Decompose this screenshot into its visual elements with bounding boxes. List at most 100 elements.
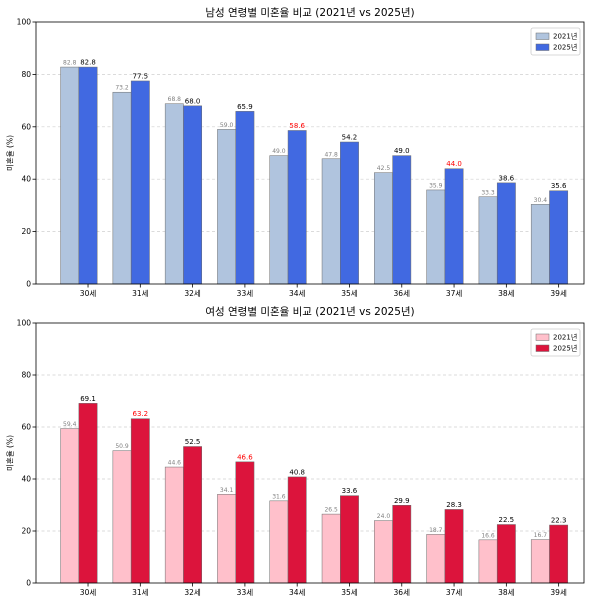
bar-value-label: 18.7 [429, 527, 443, 534]
bar-value-label: 52.5 [185, 438, 201, 446]
x-tick-label: 36세 [394, 289, 411, 298]
y-tick-label: 0 [26, 280, 31, 289]
bar-value-label: 73.2 [115, 85, 129, 92]
series-2021-value-labels: 82.8 73.2 68.8 59.0 49.0 47.8 42.5 35.9 33.3 30.4 [63, 60, 547, 204]
y-tick-label: 0 [26, 579, 31, 588]
y-tick-label: 40 [21, 175, 31, 184]
bar-2021 [374, 520, 393, 584]
bar-value-label: 65.9 [237, 103, 253, 111]
plot-frame [35, 322, 585, 584]
legend-swatch [535, 43, 550, 51]
bar-2025 [130, 80, 150, 285]
bar-value-label: 34.1 [220, 487, 234, 494]
y-axis-label: 미혼율 (%) [5, 135, 15, 171]
bar-value-label: 49.0 [394, 147, 410, 155]
bar-2025 [549, 524, 569, 584]
y-tick-label: 20 [21, 227, 31, 236]
x-tick-label: 37세 [446, 289, 463, 298]
y-axis: 0 20 40 60 80 100 [17, 319, 36, 588]
x-tick-label: 33세 [237, 289, 254, 298]
bar-2021 [530, 204, 550, 285]
bar-2021 [426, 189, 446, 285]
bar-2025 [130, 418, 150, 584]
bar-2021 [164, 103, 184, 285]
bar-2021 [321, 158, 341, 285]
bar-2021 [112, 450, 132, 584]
x-tick-label: 36세 [394, 588, 411, 597]
bar-2025 [549, 190, 569, 285]
legend-label: 2021년 [553, 332, 577, 341]
bar-value-label: 29.9 [394, 497, 410, 505]
x-tick-label: 30세 [80, 289, 97, 298]
x-tick-label: 38세 [498, 289, 515, 298]
series-2025-bars [78, 66, 569, 285]
bar-value-label: 22.5 [499, 516, 515, 524]
bar-2021 [478, 196, 498, 285]
bar-value-label: 63.2 [133, 410, 149, 418]
series-2025-bars [78, 403, 569, 584]
bar-value-label: 54.2 [342, 133, 358, 141]
bar-value-label: 30.4 [534, 197, 548, 204]
bar-2025 [496, 182, 516, 285]
bar-2025 [183, 446, 203, 584]
bar-value-label: 16.6 [481, 532, 495, 539]
series-2021-value-labels: 59.4 50.9 44.6 34.1 31.6 26.5 24.0 18.7 16.6 16.7 [63, 421, 547, 539]
bar-2021 [60, 428, 80, 584]
bar-value-label: 69.1 [80, 395, 96, 403]
x-axis: 30세 31세 32세 33세 34세 35세 36세 37세 38세 39세 [80, 284, 567, 298]
bar-value-label: 35.6 [551, 182, 567, 190]
bar-value-label: 31.6 [272, 493, 286, 500]
bar-value-label: 35.9 [429, 182, 443, 189]
bar-2025 [78, 403, 98, 584]
legend: 2021년 2025년 [530, 328, 581, 357]
bar-2021 [60, 66, 80, 285]
bar-2025 [340, 141, 359, 285]
x-tick-label: 31세 [132, 289, 149, 298]
chart-title: 남성 연령별 미혼율 비교 (2021년 vs 2025년) [205, 6, 414, 19]
legend-label: 2025년 [553, 343, 577, 352]
bar-2021 [478, 539, 498, 584]
bar-value-label: 59.4 [63, 421, 77, 428]
male-unmarried-rate-chart: 82.8 73.2 68.8 59.0 49.0 47.8 42.5 35.9 33.3 30.4… [5, 6, 585, 298]
y-tick-label: 100 [17, 319, 32, 328]
y-axis-label: 미혼율 (%) [5, 435, 15, 471]
bar-value-label: 40.8 [289, 468, 305, 476]
bar-value-label: 50.9 [115, 443, 129, 450]
series-2025-value-labels: 69.1 63.2 52.5 46.6 40.8 33.6 29.9 28.3 22.5 22.3 [80, 395, 566, 525]
bar-value-label: 47.8 [324, 151, 338, 158]
bar-2021 [269, 500, 289, 584]
x-tick-label: 35세 [341, 588, 358, 597]
x-axis: 30세 31세 32세 33세 34세 35세 36세 37세 38세 39세 [80, 583, 567, 597]
x-tick-label: 32세 [184, 588, 201, 597]
bar-2025 [183, 105, 203, 285]
bar-value-label: 58.6 [289, 122, 305, 130]
bar-value-label: 46.6 [237, 453, 253, 461]
bar-2021 [426, 534, 446, 584]
bar-2025 [235, 461, 255, 584]
x-tick-label: 37세 [446, 588, 463, 597]
bar-2021 [164, 466, 184, 584]
series-2021-bars [60, 66, 550, 285]
x-tick-label: 39세 [550, 289, 567, 298]
bar-2025 [496, 524, 516, 584]
bar-value-label: 59.0 [220, 122, 234, 129]
series-2021-bars [60, 428, 550, 584]
legend-swatch [535, 344, 550, 352]
x-tick-label: 35세 [341, 289, 358, 298]
bar-2021 [374, 172, 393, 285]
bar-value-label: 26.5 [324, 507, 338, 514]
x-tick-label: 39세 [550, 588, 567, 597]
bar-2021 [530, 539, 550, 584]
y-tick-label: 100 [17, 18, 32, 27]
bar-value-label: 28.3 [446, 501, 462, 509]
x-tick-label: 34세 [289, 588, 306, 597]
legend-label: 2025년 [553, 42, 577, 51]
bar-2025 [340, 495, 359, 584]
bar-value-label: 68.0 [185, 97, 201, 105]
bar-value-label: 44.0 [446, 160, 462, 168]
bar-value-label: 33.6 [342, 487, 358, 495]
legend-swatch [535, 32, 550, 40]
x-tick-label: 34세 [289, 289, 306, 298]
x-tick-label: 31세 [132, 588, 149, 597]
